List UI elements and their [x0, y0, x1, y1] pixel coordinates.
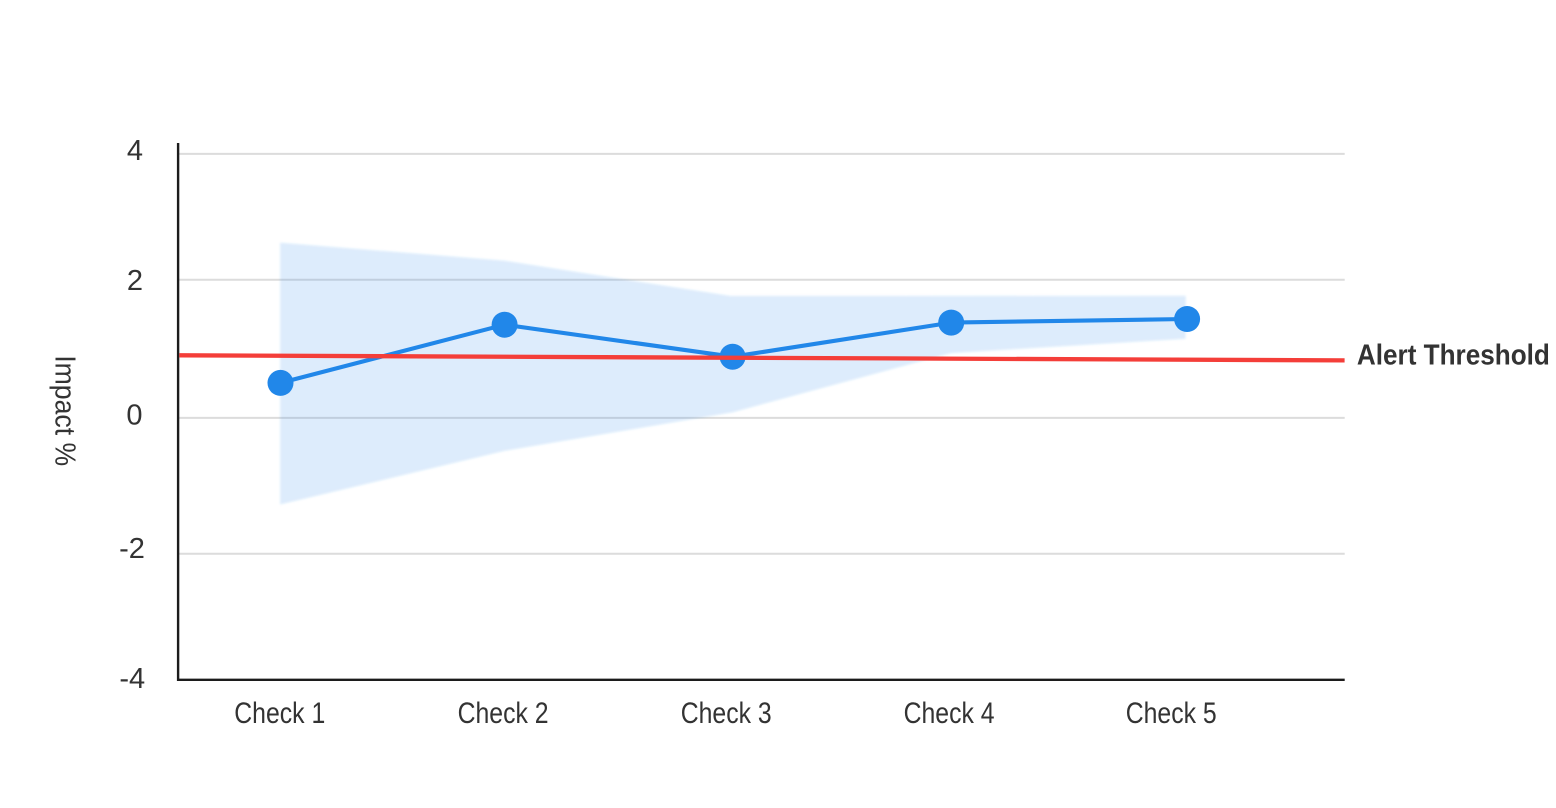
svg-text:4: 4 [127, 135, 143, 167]
svg-text:Impact %: Impact % [49, 355, 81, 466]
svg-text:Check 1: Check 1 [234, 697, 325, 730]
svg-text:2: 2 [127, 265, 143, 297]
svg-text:Check 2: Check 2 [458, 697, 549, 730]
svg-text:-2: -2 [119, 533, 145, 565]
svg-text:Check 3: Check 3 [681, 697, 772, 730]
svg-text:Alert Threshold: Alert Threshold [1357, 339, 1550, 371]
svg-text:Check 5: Check 5 [1126, 697, 1217, 730]
svg-text:-4: -4 [119, 663, 145, 695]
svg-text:0: 0 [126, 400, 142, 432]
svg-text:Check 4: Check 4 [904, 697, 995, 730]
